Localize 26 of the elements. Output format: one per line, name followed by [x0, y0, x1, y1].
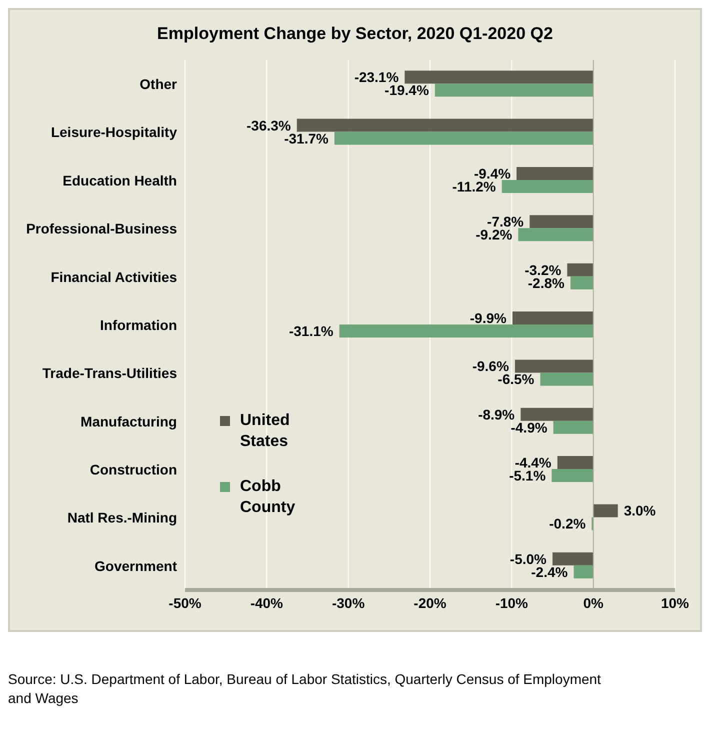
legend-label: United States — [240, 411, 291, 452]
data-label: 3.0% — [624, 502, 656, 519]
chart-title: Employment Change by Sector, 2020 Q1-2020 Q2 — [156, 24, 554, 44]
data-label: -9.9% — [470, 310, 508, 326]
y-tick-label: Government — [94, 558, 178, 574]
x-tick-label: -30% — [332, 594, 366, 611]
x-tick-label: -50% — [168, 594, 202, 611]
y-tick-label: Manufacturing — [80, 413, 177, 430]
x-tick-label: 0% — [583, 594, 604, 611]
y-tick-label: Trade-Trans-Utilities — [42, 365, 178, 382]
y-tick-label: Financial Activities — [50, 268, 178, 285]
data-label: -0.2% — [549, 516, 586, 532]
source-note: Source: U.S. Department of Labor, Bureau of Labor Statistics, Quarterly Census of Employment and Wages — [8, 670, 602, 708]
y-tick-label: Other — [140, 76, 178, 92]
legend-label: Cobb County — [240, 477, 296, 518]
x-tick-label: -10% — [495, 594, 529, 611]
x-tick-label: -40% — [250, 594, 284, 611]
y-tick-label: Construction — [90, 462, 177, 478]
y-tick-label: Natl Res.-Mining — [67, 510, 177, 526]
y-tick-label: Education Health — [62, 172, 177, 188]
data-label: -31.1% — [288, 323, 334, 340]
y-tick-label: Professional-Business — [26, 220, 178, 237]
x-tick-label: -20% — [414, 594, 447, 611]
x-tick-label: 10% — [660, 594, 690, 611]
y-tick-label: Information — [100, 316, 177, 333]
y-tick-label: Leisure-Hospitality — [50, 124, 178, 140]
